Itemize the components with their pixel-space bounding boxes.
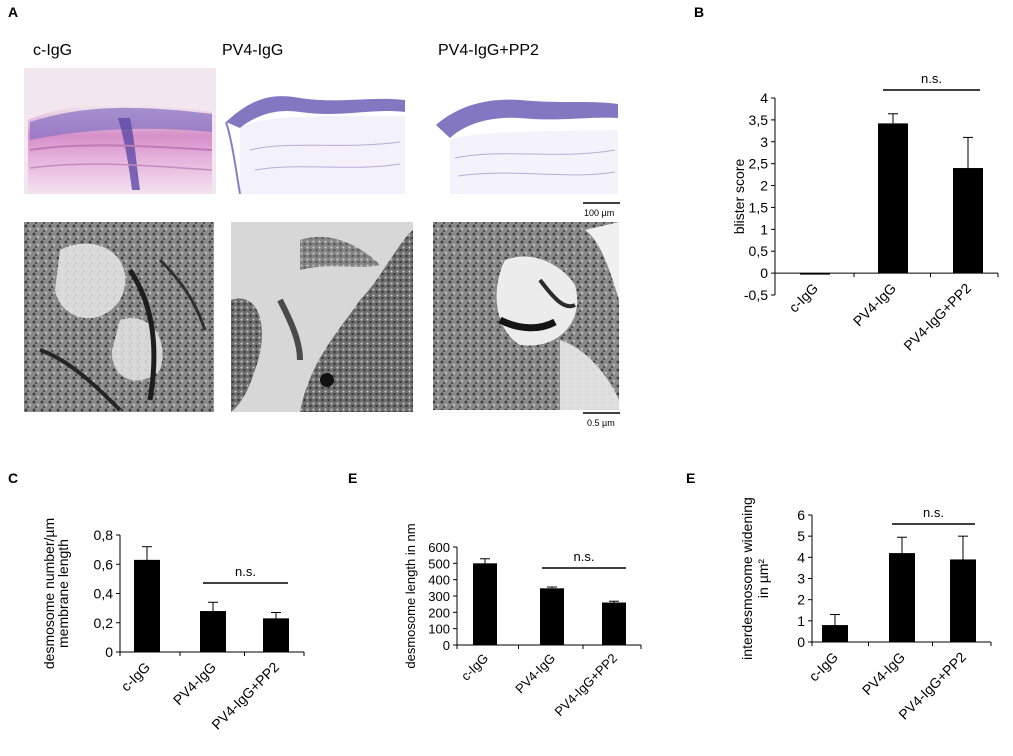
panel-label-b: B <box>694 4 704 20</box>
bar-pv4-igg-pp2 <box>602 602 626 645</box>
y-tick-label: 0 <box>797 634 805 650</box>
x-tick-label: c-IgG <box>458 651 491 684</box>
bar-pv4-igg <box>200 611 226 652</box>
bar-c-igg <box>822 625 848 642</box>
y-axis-label: membrane length <box>55 539 71 648</box>
y-tick-label: 1,5 <box>749 199 769 215</box>
y-tick-label: -0,5 <box>744 287 768 303</box>
y-tick-label: 600 <box>428 540 450 555</box>
y-tick-label: 1 <box>760 221 768 237</box>
panel-label-e2: E <box>686 470 695 486</box>
y-tick-label: 100 <box>428 622 450 637</box>
x-tick-label: PV4-IgG <box>512 651 558 697</box>
significance-label: n.s. <box>235 564 256 579</box>
y-tick-label: 200 <box>428 605 450 620</box>
significance-label: n.s. <box>574 549 595 564</box>
y-axis-label: desmosome length in nm <box>403 523 418 668</box>
y-tick-label: 0 <box>443 638 450 653</box>
x-tick-label: PV4-IgG+PP2 <box>900 280 974 354</box>
x-tick-label: PV4-IgG+PP2 <box>208 659 282 733</box>
scale-bar-0-5um: 0.5 µm <box>583 412 620 428</box>
y-tick-label: 0,4 <box>94 586 114 602</box>
bar-c-igg <box>473 563 497 645</box>
y-tick-label: 300 <box>428 589 450 604</box>
significance-label: n.s. <box>923 505 944 520</box>
y-tick-label: 3 <box>760 134 768 150</box>
y-tick-label: 2,5 <box>749 156 769 172</box>
panel-label-a: A <box>8 4 18 20</box>
scale-bar-100um-label: 100 µm <box>584 208 614 218</box>
significance-label: n.s. <box>921 71 942 86</box>
y-tick-label: 0 <box>105 644 113 660</box>
y-tick-label: 0,2 <box>94 615 114 631</box>
y-tick-label: 3 <box>797 571 805 587</box>
scale-bar-100um: 100 µm <box>583 202 620 218</box>
histology-image-pv4-igg <box>222 68 410 195</box>
x-tick-label: PV4-IgG+PP2 <box>552 651 621 720</box>
micrograph-column-pv4-igg-pp2: PV4-IgG+PP2 <box>438 42 539 59</box>
x-tick-label: PV4-IgG <box>859 649 908 698</box>
em-image-pv4-igg-pp2 <box>433 222 619 410</box>
bar-pv4-igg-pp2 <box>953 168 983 274</box>
y-tick-label: 2 <box>797 592 805 608</box>
histology-image-pv4-igg-pp2 <box>433 68 621 194</box>
y-tick-label: 1 <box>797 613 805 629</box>
y-tick-label: 0,5 <box>749 243 769 259</box>
y-tick-label: 3,5 <box>749 112 769 128</box>
histology-image-c-igg <box>24 68 216 194</box>
y-tick-label: 6 <box>797 507 805 523</box>
x-tick-label: c-IgG <box>118 659 154 695</box>
y-axis-label: interdesmosome widening <box>739 497 755 660</box>
y-tick-label: 0,8 <box>94 527 114 543</box>
x-tick-label: PV4-IgG <box>170 659 219 708</box>
em-image-c-igg <box>24 222 214 412</box>
panel-label-c: C <box>8 470 18 486</box>
y-axis-label: in µm² <box>755 559 771 599</box>
micrograph-column-pv4-igg: PV4-IgG <box>222 42 283 59</box>
y-tick-label: 4 <box>797 549 805 565</box>
em-image-pv4-igg <box>231 222 413 412</box>
y-tick-label: 2 <box>760 178 768 194</box>
bar-pv4-igg <box>878 123 908 274</box>
panel-label-e1: E <box>348 470 357 486</box>
micrograph-column-c-igg: c-IgG <box>33 42 72 59</box>
x-tick-label: PV4-IgG <box>850 280 899 329</box>
y-tick-label: 5 <box>797 528 805 544</box>
bar-pv4-igg-pp2 <box>950 559 976 642</box>
x-tick-label: c-IgG <box>786 280 822 316</box>
bar-pv4-igg-pp2 <box>263 618 289 652</box>
bar-pv4-igg <box>540 588 564 645</box>
bar-pv4-igg <box>889 553 915 642</box>
y-tick-label: 0,6 <box>94 556 114 572</box>
y-tick-label: 400 <box>428 573 450 588</box>
y-tick-label: 500 <box>428 556 450 571</box>
y-axis-label: blister score <box>731 159 747 235</box>
scale-bar-0-5um-label: 0.5 µm <box>587 418 615 428</box>
bar-chart-blister-score: -0,5 0 0,5 1 1,5 2 2,5 3 3,5 4 c-IgG PV4-IgG PV4-IgG… <box>731 71 999 354</box>
x-tick-label: c-IgG <box>806 649 842 685</box>
y-tick-label: 4 <box>760 90 768 106</box>
y-axis-label: desmosome number/µm <box>41 518 57 669</box>
y-tick-label: 0 <box>760 265 768 281</box>
bar-c-igg <box>134 559 160 652</box>
bar-c-igg <box>800 273 830 275</box>
